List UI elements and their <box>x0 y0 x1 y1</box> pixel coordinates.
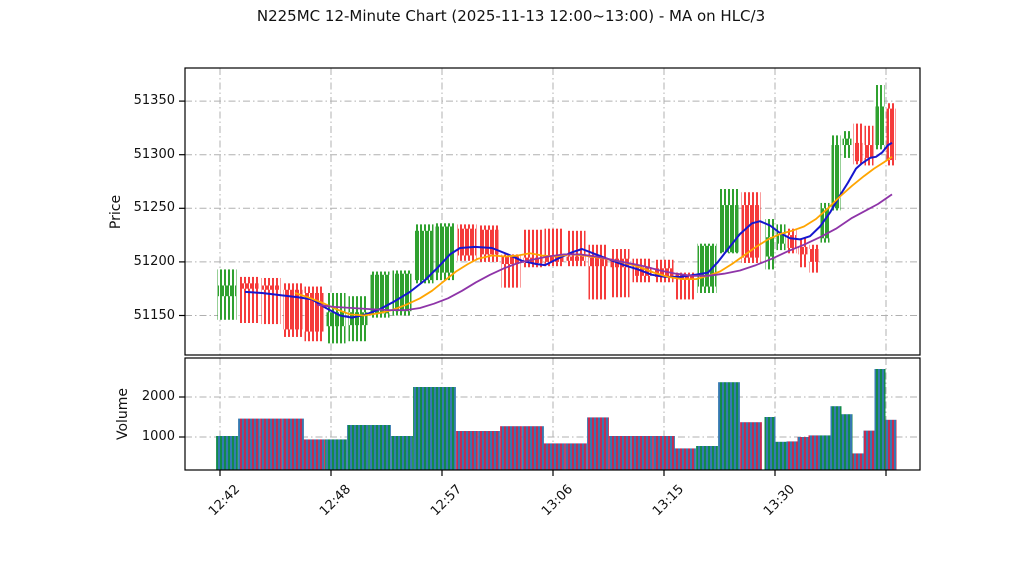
chart-title: N225MC 12-Minute Chart (2025-11-13 12:00… <box>256 7 766 25</box>
volume-bar <box>797 437 809 470</box>
volume-bar <box>216 436 238 470</box>
candle-body <box>853 142 863 162</box>
candle-body <box>864 145 874 158</box>
volume-tick-label: 2000 <box>141 389 175 404</box>
volume-bar <box>740 422 762 470</box>
volume-bar <box>718 382 740 470</box>
volume-bar <box>852 453 864 470</box>
volume-bar <box>347 425 369 470</box>
price-tick-label: 51200 <box>133 253 175 269</box>
candle-range <box>261 277 281 325</box>
volume-bar <box>830 406 842 470</box>
volume-bar <box>478 431 500 470</box>
price-tick-label: 51300 <box>133 146 175 162</box>
volume-bar <box>764 417 776 470</box>
candle-body <box>831 145 841 209</box>
volume-bar <box>786 441 798 470</box>
candle-range <box>610 249 630 298</box>
price-tick-label: 51250 <box>133 200 175 216</box>
candle-body <box>239 283 259 289</box>
volume-tick-label: 1000 <box>141 429 175 444</box>
candle-body <box>741 205 761 258</box>
volume-bar <box>369 425 391 470</box>
volume-bar <box>413 387 435 470</box>
price-tick-label: 51150 <box>133 307 175 323</box>
candle-body <box>787 235 797 248</box>
candle-body <box>501 256 521 265</box>
candle-body <box>820 208 830 239</box>
volume-bar <box>282 418 304 470</box>
volume-bar <box>808 435 820 470</box>
volume-bar <box>325 439 347 470</box>
volume-bar <box>434 387 456 470</box>
volume-bar <box>238 418 260 470</box>
volume-bar <box>674 448 696 470</box>
volume-bar <box>653 436 675 470</box>
volume-bar <box>565 443 587 470</box>
volume-bar <box>522 426 544 470</box>
candle-body <box>392 273 412 312</box>
volume-bar <box>631 436 653 470</box>
volume-bar <box>863 430 875 470</box>
candle-body <box>776 234 786 244</box>
volume-bar <box>500 426 522 470</box>
candle-body <box>719 205 739 253</box>
candle-body <box>842 138 852 146</box>
candle-body <box>588 257 608 267</box>
volume-bar <box>543 443 565 470</box>
candle-body <box>875 106 885 146</box>
candle-body <box>809 249 819 262</box>
volume-bar <box>885 419 897 470</box>
candle-body <box>566 256 586 261</box>
candle-body <box>654 268 674 277</box>
volume-bar <box>841 414 853 470</box>
volume-bar <box>819 435 831 470</box>
volume-bar <box>587 417 609 470</box>
price-tick-label: 51350 <box>133 93 175 109</box>
candle-body <box>886 108 896 161</box>
ma-slow-line <box>316 193 893 312</box>
volume-bar <box>260 418 282 470</box>
candle-body <box>544 255 564 262</box>
candle-body <box>414 230 434 281</box>
volume-bar <box>456 431 478 470</box>
candle-body <box>283 289 303 330</box>
candle-body <box>435 226 455 273</box>
volume-bar <box>696 446 718 470</box>
candle-body <box>217 285 237 297</box>
volume-bar <box>775 441 787 470</box>
volume-bar <box>874 369 886 470</box>
volume-bar <box>303 439 325 470</box>
candle-body <box>479 229 499 255</box>
volume-bar <box>609 436 631 470</box>
candle-body <box>370 274 390 314</box>
volume-bar <box>391 436 413 470</box>
candle-body <box>261 285 281 290</box>
candle-body <box>457 228 477 256</box>
candle-body <box>765 237 775 257</box>
candle-body <box>798 246 808 255</box>
